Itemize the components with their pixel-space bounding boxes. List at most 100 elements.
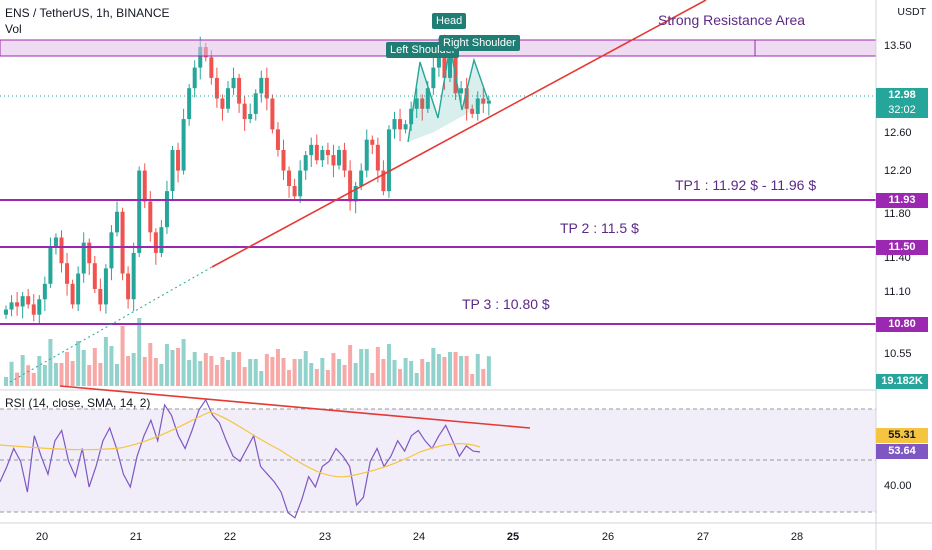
candle-body	[375, 144, 380, 171]
volume-bar	[98, 363, 103, 386]
rsi-label[interactable]: RSI (14, close, SMA, 14, 2)	[5, 396, 151, 410]
candle-body	[9, 302, 14, 310]
candle-body	[42, 283, 47, 300]
head-label[interactable]: Head	[432, 13, 467, 29]
candle-body	[170, 149, 175, 192]
volume-bar	[109, 346, 114, 386]
candle-body	[370, 139, 375, 145]
time-label: 20	[35, 531, 49, 543]
symbol-title[interactable]: ENS / TetherUS, 1h, BINANCE	[5, 6, 170, 20]
price-tick: 12.20	[884, 165, 912, 177]
volume-bar	[431, 348, 436, 386]
tp2-label[interactable]: TP 2 : 11.5 $	[560, 220, 639, 236]
candle-body	[248, 113, 253, 120]
tp3-label[interactable]: TP 3 : 10.80 $	[462, 296, 550, 312]
rsi-line	[0, 398, 481, 519]
tp2-price-label: 11.50	[876, 240, 928, 255]
volume-bar	[403, 358, 408, 386]
volume-bar	[420, 359, 425, 386]
rsi-divergence-line[interactable]	[59, 385, 531, 429]
volume-bar	[275, 349, 280, 386]
pattern-fill	[408, 46, 488, 142]
candle-body	[281, 149, 286, 171]
candle-body	[65, 263, 70, 284]
volume-bar	[353, 363, 358, 386]
volume-bar	[65, 352, 70, 386]
volume-bar	[92, 348, 97, 386]
candle-body	[425, 88, 430, 109]
rsi-tick: 40.00	[884, 480, 912, 492]
volume-bar	[425, 362, 430, 386]
candle-body	[181, 119, 186, 171]
volume-label[interactable]: Vol	[5, 22, 22, 36]
candle-body	[464, 88, 469, 109]
time-label: 22	[223, 531, 237, 543]
price-tick: 11.40	[884, 252, 911, 264]
price-tick: 10.55	[884, 348, 912, 360]
volume-bar	[220, 357, 225, 386]
candle-body	[131, 252, 136, 300]
candle-body	[98, 288, 103, 305]
volume-bar	[231, 352, 236, 386]
candle-body	[176, 149, 181, 171]
current-price-label: 12.98	[876, 88, 928, 103]
volume-bar	[203, 353, 208, 386]
volume-bar	[470, 374, 475, 386]
candle-body	[314, 144, 319, 161]
rsi-ma-value-label: 55.31	[876, 428, 928, 443]
volume-bar	[381, 359, 386, 386]
candle-body	[264, 77, 269, 99]
time-label: 26	[601, 531, 615, 543]
candle-body	[109, 232, 114, 269]
candle-body	[214, 77, 219, 99]
candle-body	[198, 47, 203, 68]
volume-bar	[337, 359, 341, 386]
candle-body	[231, 77, 236, 89]
candle-body	[4, 309, 8, 315]
candle-body	[403, 124, 408, 130]
volume-bar	[459, 356, 464, 386]
volume-bar	[26, 365, 31, 386]
right-shoulder-label[interactable]: Right Shoulder	[439, 35, 520, 51]
rsi-ma-line	[0, 411, 481, 478]
candle-body	[87, 242, 92, 264]
candle-body	[253, 93, 258, 114]
tp1-label[interactable]: TP1 : 11.92 $ - 11.96 $	[675, 177, 817, 193]
candle-body	[486, 100, 491, 104]
volume-bar	[292, 359, 297, 386]
volume-bar	[392, 360, 397, 386]
candle-body	[442, 41, 447, 78]
candle-body	[237, 77, 242, 104]
volume-bar	[164, 344, 169, 386]
time-label: 28	[790, 531, 804, 543]
volume-bar	[453, 352, 458, 386]
candle-body	[26, 296, 31, 305]
candle-body	[137, 170, 142, 253]
candle-body	[353, 186, 358, 202]
tp1-price-label: 11.93	[876, 193, 928, 208]
volume-bar	[42, 365, 47, 386]
ascending-trendline[interactable]	[211, 0, 707, 268]
candle-body	[459, 88, 464, 94]
strong-resistance-label[interactable]: Strong Resistance Area	[658, 12, 806, 28]
volume-bar	[120, 326, 125, 386]
candle-body	[70, 283, 75, 305]
candle-body	[187, 88, 192, 120]
candle-body	[76, 273, 81, 305]
volume-bar	[370, 373, 375, 386]
candle-body	[381, 170, 386, 192]
volume-bar	[375, 347, 380, 386]
volume-bar	[281, 358, 286, 386]
candle-body	[220, 98, 225, 109]
candle-body	[386, 129, 391, 192]
volume-bar	[320, 358, 325, 386]
countdown-label: 32:02	[876, 103, 928, 118]
volume-bar	[475, 354, 480, 386]
volume-bar	[153, 358, 158, 386]
candle-body	[431, 67, 436, 89]
candle-body	[470, 108, 475, 114]
volume-bar	[126, 356, 131, 386]
volume-bar	[248, 359, 253, 386]
volume-bar	[76, 341, 81, 386]
